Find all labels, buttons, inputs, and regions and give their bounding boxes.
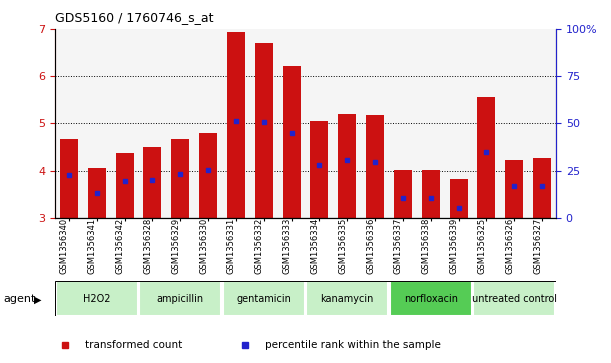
Text: GSM1356327: GSM1356327 — [533, 218, 542, 274]
Text: GSM1356328: GSM1356328 — [144, 218, 152, 274]
Bar — [533, 158, 551, 218]
Bar — [394, 170, 412, 218]
Bar — [199, 133, 217, 218]
Text: ▶: ▶ — [34, 294, 42, 305]
Bar — [60, 139, 78, 218]
Text: norfloxacin: norfloxacin — [404, 294, 458, 303]
Text: GSM1356340: GSM1356340 — [60, 218, 69, 274]
Text: GSM1356333: GSM1356333 — [282, 218, 291, 274]
Text: GSM1356325: GSM1356325 — [477, 218, 486, 274]
Bar — [473, 281, 555, 316]
Text: GSM1356330: GSM1356330 — [199, 218, 208, 274]
Bar — [310, 121, 329, 218]
Text: GSM1356341: GSM1356341 — [88, 218, 97, 274]
Text: H2O2: H2O2 — [83, 294, 111, 303]
Bar — [338, 114, 356, 218]
Bar — [139, 281, 221, 316]
Text: GSM1356326: GSM1356326 — [505, 218, 514, 274]
Bar — [255, 43, 273, 218]
Text: gentamicin: gentamicin — [236, 294, 291, 303]
Bar — [115, 153, 134, 218]
Text: GSM1356335: GSM1356335 — [338, 218, 347, 274]
Bar — [366, 115, 384, 218]
Text: GSM1356332: GSM1356332 — [255, 218, 264, 274]
Text: GSM1356337: GSM1356337 — [394, 218, 403, 274]
Text: GSM1356342: GSM1356342 — [115, 218, 125, 274]
Bar — [450, 179, 467, 218]
Bar — [222, 281, 305, 316]
Bar — [477, 97, 496, 218]
Text: GSM1356339: GSM1356339 — [450, 218, 459, 274]
Bar — [144, 147, 161, 218]
Text: transformed count: transformed count — [85, 340, 182, 350]
Bar — [282, 66, 301, 218]
Bar — [505, 160, 523, 218]
Bar — [88, 168, 106, 218]
Bar — [390, 281, 472, 316]
Text: GSM1356331: GSM1356331 — [227, 218, 236, 274]
Text: percentile rank within the sample: percentile rank within the sample — [265, 340, 441, 350]
Bar — [56, 281, 138, 316]
Text: ampicillin: ampicillin — [156, 294, 204, 303]
Text: GSM1356336: GSM1356336 — [366, 218, 375, 274]
Text: untreated control: untreated control — [472, 294, 557, 303]
Text: GSM1356338: GSM1356338 — [422, 218, 431, 274]
Text: GDS5160 / 1760746_s_at: GDS5160 / 1760746_s_at — [55, 11, 213, 24]
Bar — [422, 170, 440, 218]
Text: GSM1356329: GSM1356329 — [171, 218, 180, 274]
Bar — [306, 281, 389, 316]
Bar — [171, 139, 189, 218]
Bar — [227, 32, 245, 218]
Text: agent: agent — [3, 294, 35, 305]
Text: kanamycin: kanamycin — [321, 294, 374, 303]
Text: GSM1356334: GSM1356334 — [310, 218, 320, 274]
